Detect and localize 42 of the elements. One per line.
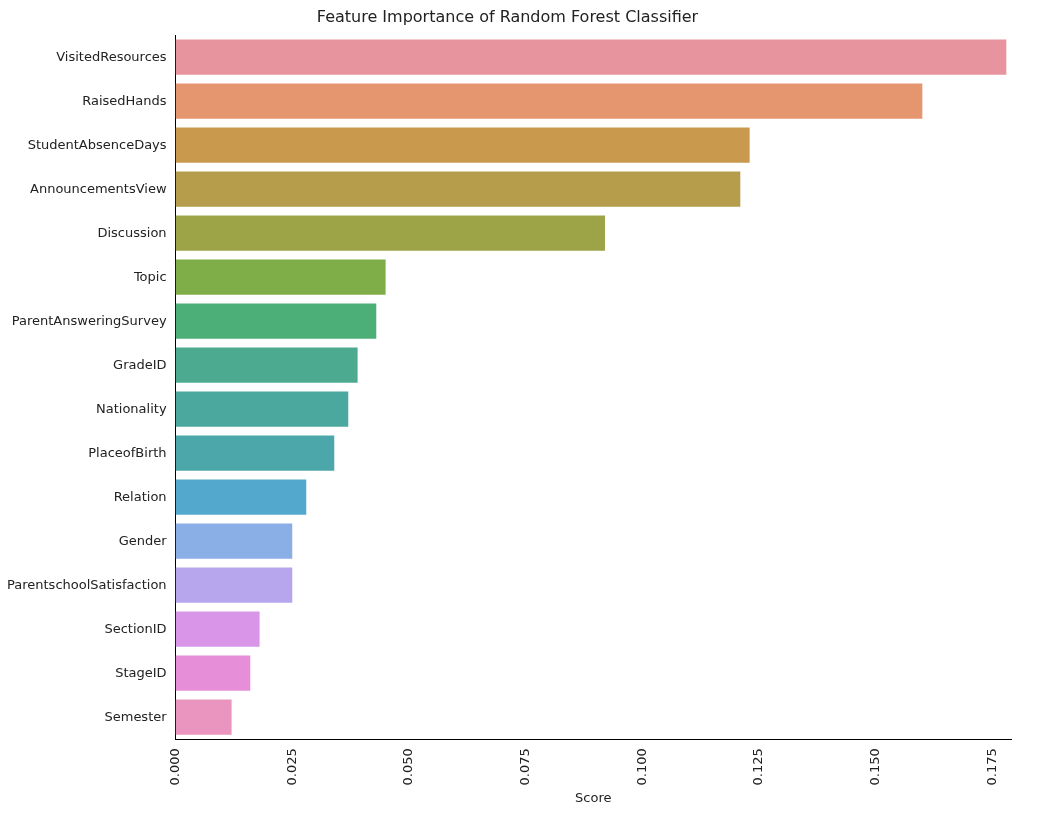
bar xyxy=(175,215,605,251)
y-tick-label: PlaceofBirth xyxy=(88,444,167,460)
y-tick-label: Topic xyxy=(132,268,167,284)
y-tick-label: Nationality xyxy=(96,400,167,416)
y-tick-label: Gender xyxy=(118,532,168,548)
bar xyxy=(175,391,349,427)
bar xyxy=(175,39,1007,75)
bar xyxy=(175,611,260,647)
y-tick-label: Relation xyxy=(113,488,167,504)
y-tick-label: ParentAnsweringSurvey xyxy=(11,312,167,328)
x-tick-label: 0.125 xyxy=(750,748,766,786)
y-tick-label: StageID xyxy=(115,664,167,680)
y-tick-label: SectionID xyxy=(104,620,167,636)
x-tick-label: 0.050 xyxy=(400,748,416,786)
bar xyxy=(175,655,251,691)
bar xyxy=(175,699,232,735)
bar xyxy=(175,567,293,603)
y-tick-label: Semester xyxy=(104,708,168,724)
y-tick-label: GradeID xyxy=(113,356,167,372)
chart-title: Feature Importance of Random Forest Classifier xyxy=(316,6,699,26)
bar xyxy=(175,83,923,119)
bar xyxy=(175,523,293,559)
y-tick-label: Discussion xyxy=(97,224,167,240)
x-tick-label: 0.000 xyxy=(166,748,182,786)
x-tick-label: 0.075 xyxy=(517,748,532,786)
x-tick-label: 0.100 xyxy=(633,748,649,786)
bar xyxy=(175,127,750,163)
y-tick-label: AnnouncementsView xyxy=(30,180,167,196)
bar xyxy=(175,259,386,295)
bar xyxy=(175,347,358,383)
x-tick-label: 0.025 xyxy=(283,748,299,786)
y-tick-label: VisitedResources xyxy=(56,48,167,64)
x-axis-title: Score xyxy=(575,789,612,805)
y-tick-label: StudentAbsenceDays xyxy=(27,136,167,152)
bar xyxy=(175,479,307,515)
y-tick-label: RaisedHands xyxy=(82,92,167,108)
bar xyxy=(175,171,741,207)
x-tick-label: 0.150 xyxy=(867,748,883,786)
bar xyxy=(175,435,335,471)
y-tick-label: ParentschoolSatisfaction xyxy=(6,576,167,592)
x-tick-label: 0.175 xyxy=(983,748,999,786)
bar xyxy=(175,303,377,339)
